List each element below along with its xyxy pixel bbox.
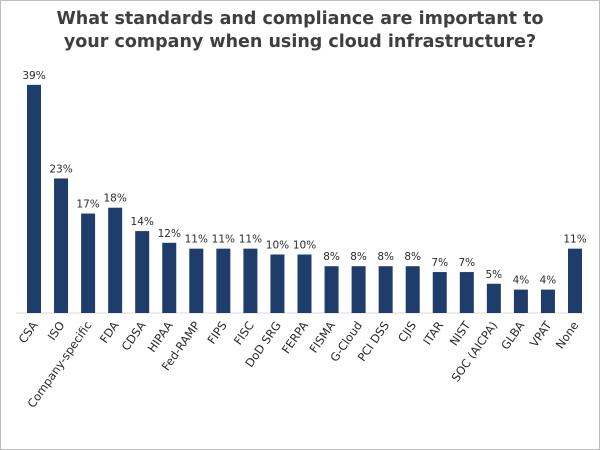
value-label-0: 39% bbox=[22, 70, 45, 82]
category-label-15: ITAR bbox=[420, 319, 446, 348]
value-label-15: 7% bbox=[431, 257, 448, 269]
bar-17 bbox=[486, 283, 501, 313]
value-label-7: 11% bbox=[212, 234, 235, 246]
value-label-19: 4% bbox=[540, 275, 557, 287]
category-label-20: None bbox=[553, 319, 582, 352]
chart-title-line-1: What standards and compliance are import… bbox=[56, 9, 544, 29]
bar-9 bbox=[270, 254, 285, 313]
bar-20 bbox=[568, 248, 582, 313]
category-label-3: FDA bbox=[97, 319, 122, 346]
category-label-7: FIPS bbox=[204, 319, 229, 347]
category-label-1: ISO bbox=[45, 319, 68, 343]
bar-6 bbox=[189, 248, 204, 313]
value-label-8: 11% bbox=[239, 234, 262, 246]
value-label-1: 23% bbox=[49, 163, 72, 175]
bar-7 bbox=[216, 248, 231, 313]
bar-3 bbox=[108, 207, 123, 313]
bar-19 bbox=[540, 289, 555, 313]
value-label-5: 12% bbox=[158, 228, 181, 240]
bar-4 bbox=[135, 231, 150, 313]
chart-title: What standards and compliance are import… bbox=[0, 8, 600, 54]
category-label-0: CSA bbox=[16, 319, 41, 346]
chart-title-line-2: your company when using cloud infrastruc… bbox=[63, 32, 537, 52]
category-label-18: GLBA bbox=[498, 319, 527, 353]
category-label-14: CJIS bbox=[395, 319, 419, 345]
bar-8 bbox=[243, 248, 258, 313]
value-label-17: 5% bbox=[486, 269, 503, 281]
bar-13 bbox=[378, 266, 393, 313]
category-label-19: VPAT bbox=[527, 318, 555, 350]
value-label-14: 8% bbox=[404, 251, 421, 263]
value-label-16: 7% bbox=[458, 257, 475, 269]
value-label-11: 8% bbox=[323, 251, 340, 263]
category-label-16: NIST bbox=[447, 318, 474, 348]
value-label-12: 8% bbox=[350, 251, 367, 263]
bar-10 bbox=[297, 254, 312, 313]
bar-2 bbox=[81, 213, 96, 313]
bar-5 bbox=[162, 242, 177, 313]
category-label-4: CDSA bbox=[119, 319, 149, 354]
value-label-10: 10% bbox=[293, 240, 316, 252]
bar-11 bbox=[324, 266, 339, 313]
value-label-2: 17% bbox=[76, 199, 99, 211]
value-label-4: 14% bbox=[131, 216, 154, 228]
bar-16 bbox=[459, 272, 474, 313]
bar-18 bbox=[513, 289, 528, 313]
value-label-13: 8% bbox=[377, 251, 394, 263]
category-label-10: FERPA bbox=[279, 319, 311, 357]
bar-1 bbox=[54, 178, 69, 313]
value-label-6: 11% bbox=[185, 234, 208, 246]
bar-15 bbox=[432, 272, 447, 313]
value-label-20: 11% bbox=[563, 234, 586, 246]
bar-0 bbox=[27, 84, 41, 313]
bar-12 bbox=[351, 266, 366, 313]
bar-14 bbox=[405, 266, 420, 313]
category-label-8: FISC bbox=[231, 319, 257, 348]
value-label-3: 18% bbox=[103, 193, 126, 205]
value-label-9: 10% bbox=[266, 240, 289, 252]
value-label-18: 4% bbox=[513, 275, 530, 287]
